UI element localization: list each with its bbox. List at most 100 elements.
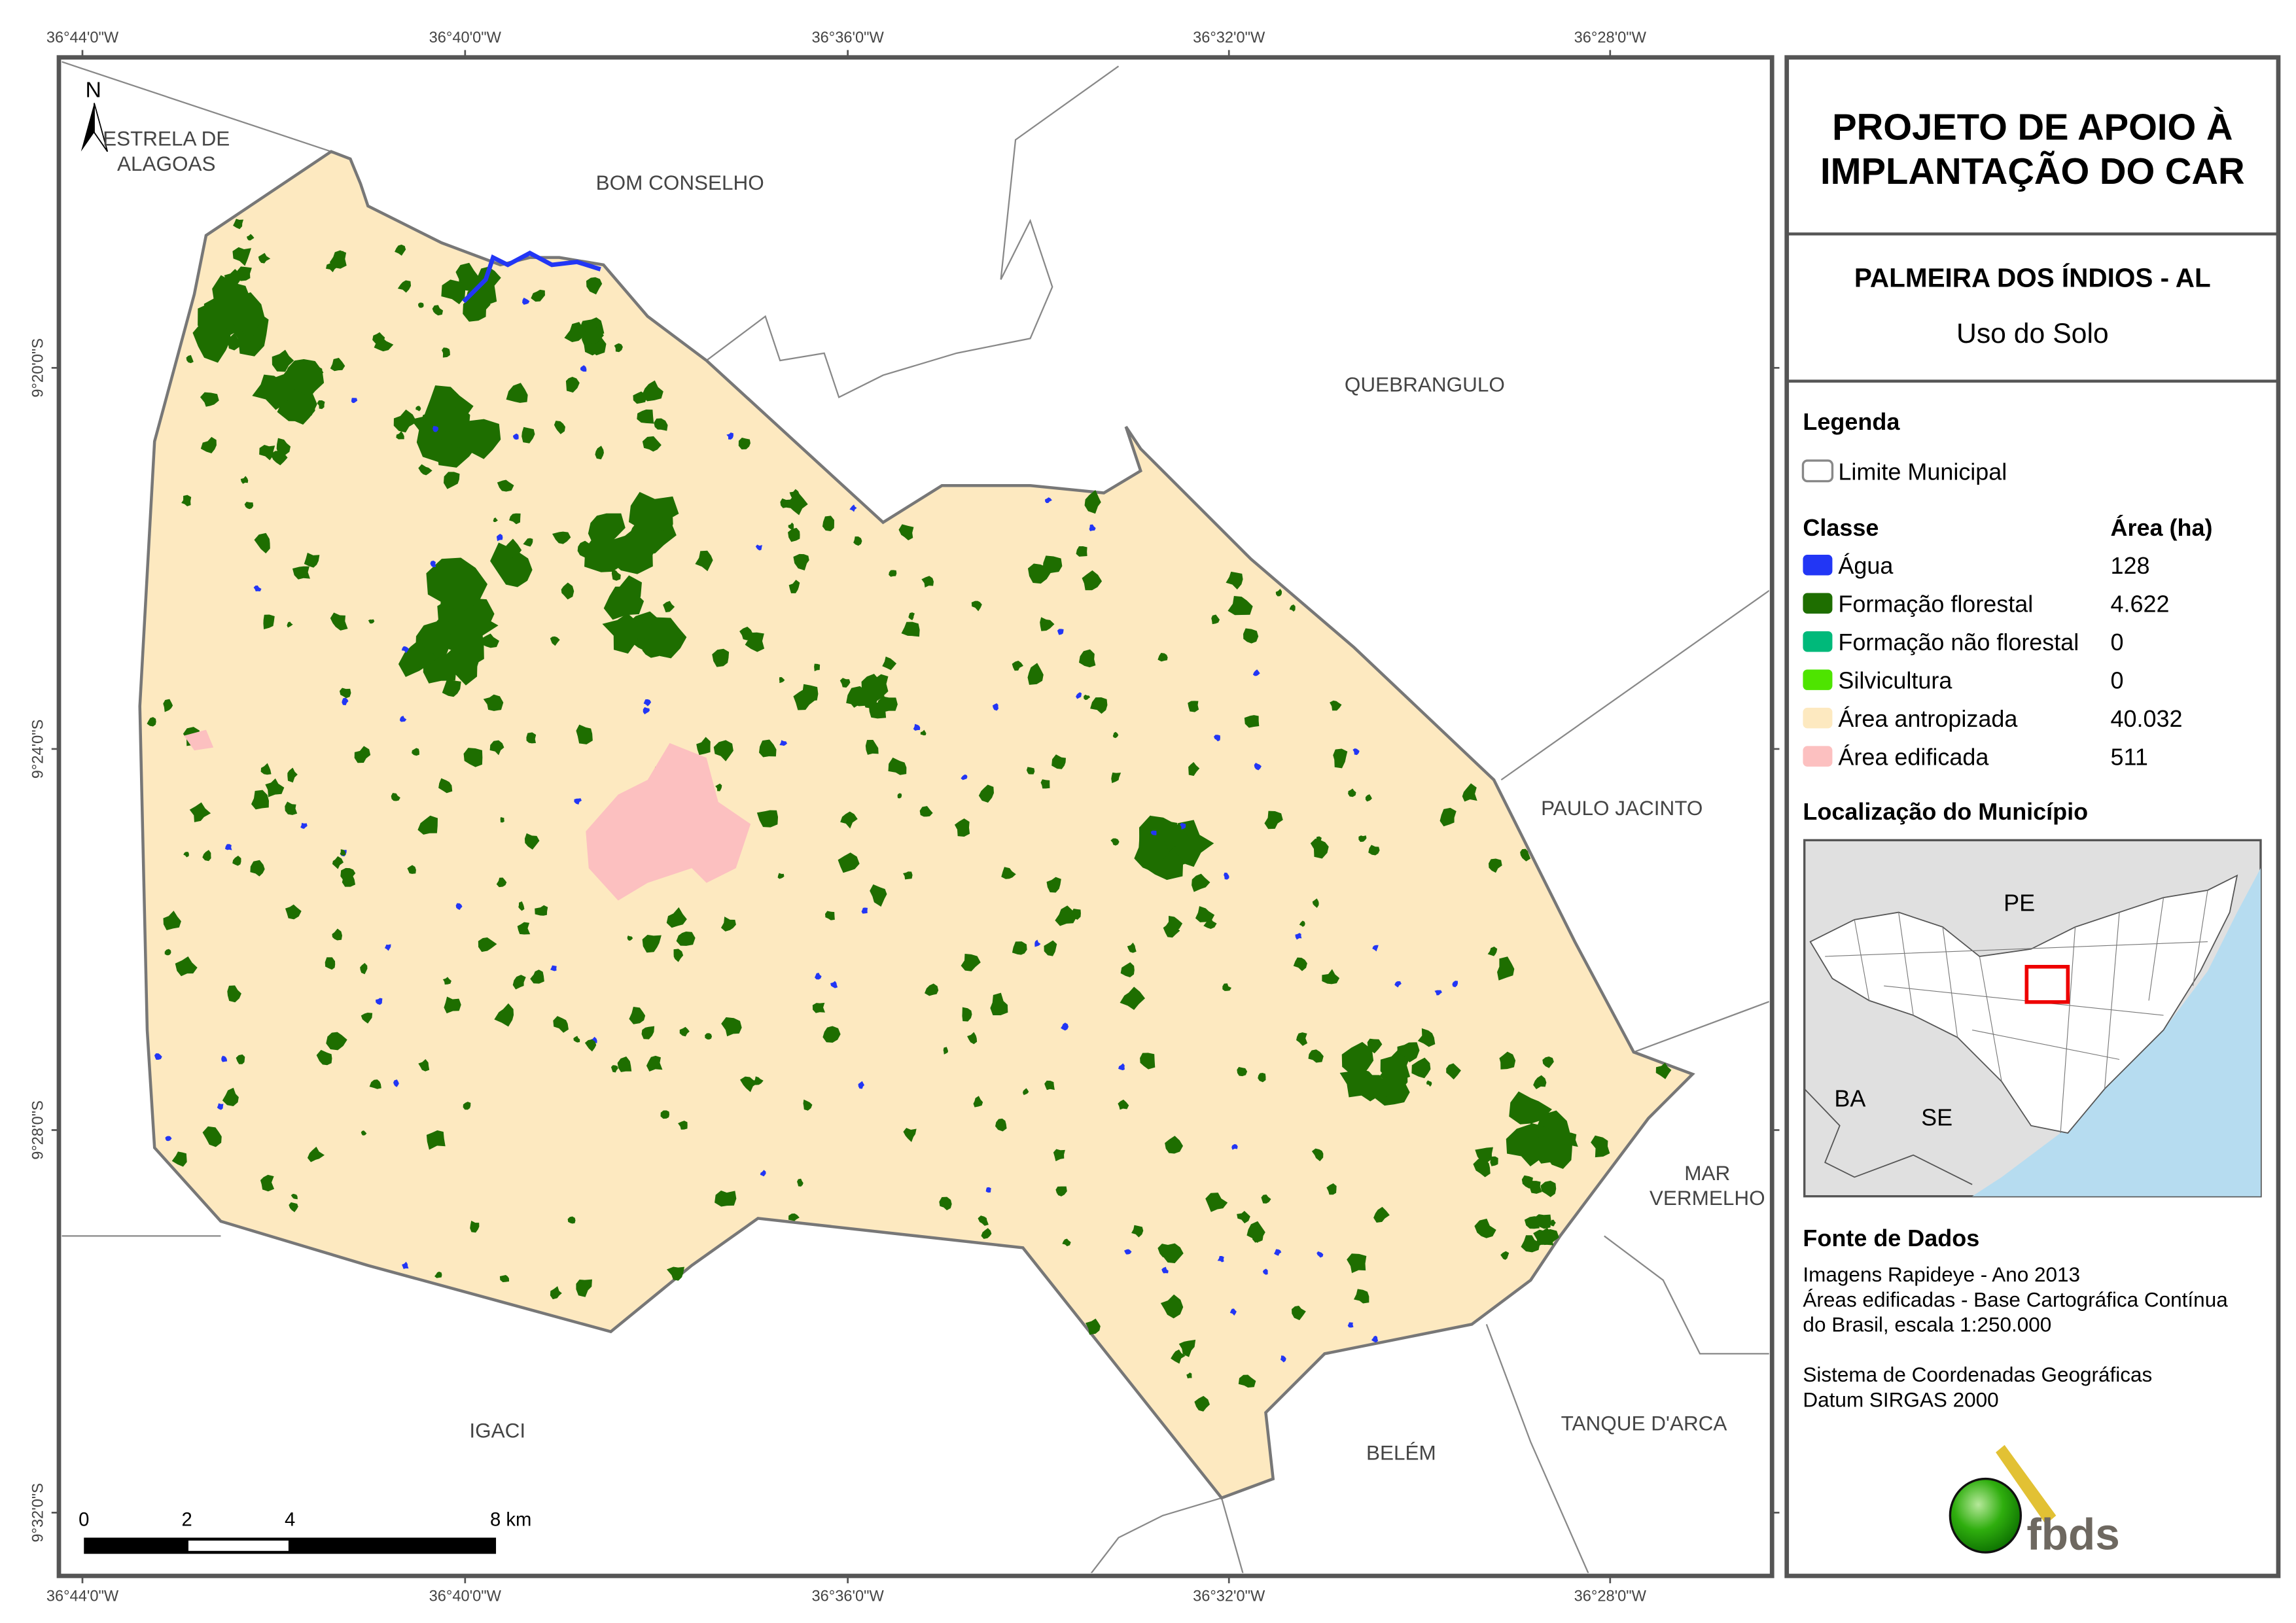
forest-patch bbox=[788, 1213, 800, 1221]
forest-patch bbox=[1044, 1080, 1055, 1091]
forest-patch bbox=[920, 729, 927, 736]
forest-patch bbox=[317, 400, 325, 410]
project-title: PROJETO DE APOIO À bbox=[1832, 107, 2233, 148]
forest-patch bbox=[1488, 858, 1502, 873]
area-header: Área (ha) bbox=[2111, 514, 2213, 541]
forest-patch bbox=[1203, 918, 1217, 929]
forest-patch bbox=[1368, 845, 1380, 856]
forest-patch bbox=[721, 1017, 742, 1037]
forest-patch bbox=[954, 818, 970, 837]
legend-item: Área edificada 511 bbox=[1803, 744, 2148, 771]
water-patch bbox=[992, 703, 998, 711]
forest-patch bbox=[244, 502, 254, 510]
forest-patch bbox=[676, 932, 696, 946]
forest-patch bbox=[1497, 956, 1515, 981]
svg-text:36°28'0"W: 36°28'0"W bbox=[1574, 29, 1647, 46]
forest-patch bbox=[1194, 1395, 1210, 1412]
water-patch bbox=[726, 432, 733, 440]
forest-patch bbox=[233, 218, 244, 230]
forest-patch bbox=[518, 901, 525, 911]
forest-patch bbox=[361, 1130, 367, 1136]
forest-patch bbox=[372, 332, 385, 345]
forest-patch bbox=[407, 865, 416, 874]
forest-patch bbox=[1157, 1244, 1174, 1258]
forest-patch bbox=[633, 391, 646, 404]
forest-patch bbox=[258, 253, 271, 264]
forest-patch bbox=[1540, 1229, 1559, 1246]
water-patch bbox=[1161, 1266, 1169, 1274]
legend-item: Área antropizada 40.032 bbox=[1803, 705, 2183, 732]
forest-patch bbox=[1001, 867, 1016, 879]
forest-patch bbox=[663, 601, 675, 612]
forest-patch bbox=[470, 1221, 480, 1233]
forest-patch bbox=[788, 522, 794, 530]
legend-label: Formação não florestal bbox=[1838, 629, 2079, 655]
forest-patch bbox=[251, 790, 269, 810]
water-patch bbox=[342, 697, 349, 706]
forest-patch bbox=[586, 277, 603, 295]
forest-patch bbox=[289, 1202, 298, 1212]
forest-patch bbox=[361, 1012, 373, 1024]
forest-patch bbox=[272, 349, 294, 372]
forest-patch bbox=[287, 621, 293, 628]
forest-patch bbox=[1227, 595, 1253, 616]
water-patch bbox=[224, 844, 232, 850]
forest-patch bbox=[287, 767, 298, 783]
svg-text:36°32'0"W: 36°32'0"W bbox=[1193, 1588, 1265, 1605]
water-patch bbox=[300, 822, 308, 829]
forest-patch bbox=[554, 421, 565, 434]
forest-patch bbox=[494, 1003, 514, 1027]
legend-area: 0 bbox=[2111, 667, 2124, 694]
forest-patch bbox=[1561, 1132, 1578, 1147]
forest-patch bbox=[1524, 1216, 1541, 1229]
graticule-ticks bbox=[51, 50, 1780, 1584]
forest-patch bbox=[1475, 1147, 1493, 1163]
water-patch bbox=[849, 504, 857, 512]
forest-patch bbox=[1131, 1225, 1144, 1238]
forest-patch bbox=[1462, 783, 1477, 802]
water-patch bbox=[760, 1170, 766, 1177]
forest-patch bbox=[316, 1049, 332, 1066]
water-patch bbox=[1034, 939, 1041, 947]
water-patch bbox=[496, 534, 503, 542]
forest-patch bbox=[1520, 848, 1531, 862]
forest-patch bbox=[908, 612, 915, 621]
forest-patch bbox=[530, 969, 544, 984]
forest-patch bbox=[812, 1002, 825, 1013]
water-patch bbox=[1434, 990, 1442, 996]
forest-patch bbox=[602, 613, 639, 654]
forest-patch bbox=[990, 992, 1008, 1016]
svg-text:36°36'0"W: 36°36'0"W bbox=[812, 1588, 885, 1605]
forest-patch bbox=[1261, 1194, 1271, 1204]
svg-text:36°44'0"W: 36°44'0"W bbox=[46, 1588, 119, 1605]
forest-patch bbox=[897, 793, 902, 799]
water-patch bbox=[1045, 497, 1052, 504]
forest-patch bbox=[797, 1178, 804, 1187]
forest-patch bbox=[202, 850, 211, 862]
water-patch bbox=[165, 1136, 172, 1142]
forest-patch bbox=[777, 873, 785, 879]
forest-patch bbox=[1140, 1053, 1156, 1070]
water-patch bbox=[1118, 1063, 1125, 1071]
forest-patch bbox=[1341, 1041, 1374, 1077]
forest-patch bbox=[1188, 761, 1200, 777]
svg-text:36°40'0"W: 36°40'0"W bbox=[429, 1588, 502, 1605]
forest-patch bbox=[898, 524, 914, 540]
forest-patch bbox=[715, 1190, 737, 1207]
forest-patch bbox=[1474, 1218, 1496, 1238]
forest-patch bbox=[1353, 1289, 1369, 1304]
forest-patch bbox=[175, 956, 198, 977]
water-patch bbox=[1231, 1143, 1238, 1150]
forest-patch bbox=[902, 871, 913, 880]
forest-patch bbox=[291, 1193, 298, 1200]
forest-patch bbox=[259, 444, 275, 461]
legend-item: Silvicultura 0 bbox=[1803, 667, 2124, 694]
forest-patch bbox=[426, 1130, 446, 1150]
svg-text:36°44'0"W: 36°44'0"W bbox=[46, 29, 119, 46]
forest-patch bbox=[463, 1102, 471, 1110]
forest-patch bbox=[660, 1110, 670, 1119]
forest-patch bbox=[1540, 1180, 1557, 1198]
svg-text:9°32'0"S: 9°32'0"S bbox=[29, 1483, 46, 1543]
alagoas-state bbox=[1809, 874, 2238, 1134]
river bbox=[462, 251, 601, 304]
